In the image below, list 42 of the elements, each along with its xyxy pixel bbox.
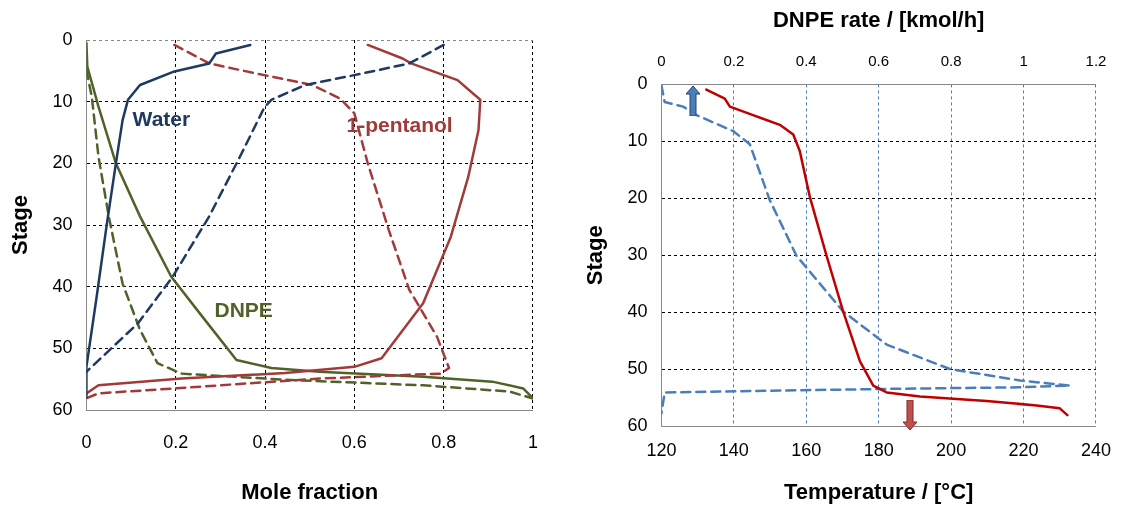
y-tick-label: 0 (62, 28, 73, 49)
x-tick-label: 1 (527, 431, 538, 452)
y-tick-label: 40 (627, 301, 648, 322)
x-tick-label: 220 (1008, 439, 1039, 460)
y-tick-label: 30 (627, 244, 648, 265)
x2-tick-label: 0.8 (940, 51, 962, 69)
x-tick-label: 0.2 (163, 431, 189, 452)
x-tick-label: 0.8 (431, 431, 457, 452)
x2-tick-label: 0 (657, 51, 666, 69)
y-tick-label: 10 (627, 130, 648, 151)
series-label: DNPE (214, 297, 273, 321)
x-tick-label: 200 (936, 439, 967, 460)
x2-tick-label: 0.2 (723, 51, 745, 69)
y-tick-label: 50 (627, 358, 648, 379)
y-tick-label: 50 (52, 337, 73, 358)
x-tick-label: 0.6 (341, 431, 367, 452)
y-tick-label: 0 (637, 73, 648, 94)
x2-tick-label: 0.6 (868, 51, 890, 69)
x2-tick-label: 1.2 (1085, 51, 1107, 69)
y-tick-label: 60 (52, 398, 73, 419)
x-tick-label: 180 (863, 439, 894, 460)
y-tick-label: 20 (627, 187, 648, 208)
y-tick-label: 20 (52, 152, 73, 173)
y-axis-title: Stage (7, 195, 33, 255)
x2-tick-label: 1 (1019, 51, 1028, 69)
y-axis-title: Stage (582, 225, 608, 286)
x-tick-label: 160 (791, 439, 822, 460)
series-label: Water (132, 106, 191, 130)
x-tick-label: 240 (1080, 439, 1112, 460)
x2-tick-label: 0.4 (795, 51, 817, 69)
x-tick-label: 0 (81, 431, 92, 452)
y-tick-label: 30 (52, 213, 73, 234)
x-axis-title: Temperature / [°C] (784, 478, 974, 504)
x-tick-label: 120 (646, 439, 677, 460)
y-tick-label: 60 (627, 414, 648, 435)
x-tick-label: 0.4 (252, 431, 278, 452)
series-label: 1-pentanol (346, 112, 453, 136)
x-tick-label: 140 (718, 439, 749, 460)
y-tick-label: 40 (52, 275, 73, 296)
x-axis-title: Mole fraction (241, 478, 379, 504)
y-tick-label: 10 (52, 90, 73, 111)
x2-axis-title: DNPE rate / [kmol/h] (772, 7, 985, 33)
